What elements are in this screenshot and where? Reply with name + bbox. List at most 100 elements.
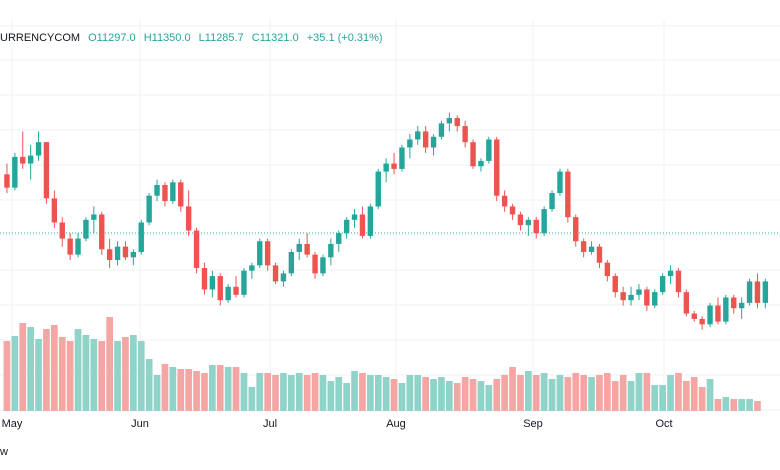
high-value: H11350.0 bbox=[143, 32, 191, 44]
x-tick-label: Jul bbox=[263, 418, 277, 430]
volume-bar bbox=[90, 339, 98, 411]
candle bbox=[588, 241, 595, 255]
candle bbox=[257, 238, 263, 269]
candle bbox=[296, 238, 302, 260]
candle bbox=[217, 273, 223, 306]
candle bbox=[27, 144, 34, 180]
candle bbox=[612, 273, 618, 298]
candle-body bbox=[415, 131, 421, 140]
volume-bar bbox=[730, 399, 738, 411]
candle-body bbox=[446, 118, 453, 124]
candle-body bbox=[636, 289, 642, 295]
volume-bar bbox=[548, 379, 556, 411]
candle bbox=[715, 297, 721, 325]
candle-body bbox=[715, 305, 721, 322]
candle bbox=[35, 131, 42, 161]
candle-body bbox=[51, 198, 58, 223]
candle-body bbox=[217, 276, 223, 301]
candle-body bbox=[557, 171, 563, 194]
candle-body bbox=[422, 131, 429, 148]
candle-body bbox=[249, 265, 255, 271]
volume-bar bbox=[240, 373, 248, 411]
candle bbox=[399, 144, 405, 172]
candle bbox=[343, 217, 350, 239]
volume-bar bbox=[540, 373, 548, 411]
candle-body bbox=[383, 163, 389, 172]
volume-bar bbox=[27, 327, 34, 411]
candle bbox=[620, 286, 626, 306]
candle bbox=[478, 158, 484, 172]
volume-bar bbox=[82, 335, 90, 411]
volume-bar bbox=[580, 375, 587, 411]
candle bbox=[75, 233, 81, 258]
volume-bar bbox=[335, 377, 343, 411]
candle bbox=[659, 273, 666, 295]
volume-bar bbox=[201, 373, 208, 411]
candle-body bbox=[146, 195, 152, 223]
candle-body bbox=[659, 276, 666, 293]
candle bbox=[486, 136, 492, 164]
x-tick-label: Oct bbox=[655, 418, 672, 430]
candle-body bbox=[565, 171, 571, 218]
footer-label: w bbox=[0, 446, 8, 458]
candle-body bbox=[320, 257, 326, 274]
candle-body bbox=[83, 219, 89, 239]
volume-bar bbox=[11, 336, 19, 411]
candle bbox=[114, 241, 121, 266]
volume-bar bbox=[588, 377, 595, 411]
volume-bar bbox=[517, 375, 524, 411]
volume-bar bbox=[114, 341, 121, 411]
volume-bar bbox=[493, 379, 501, 411]
candle-body bbox=[746, 281, 753, 303]
candle-body bbox=[75, 238, 81, 255]
volume-bar bbox=[43, 329, 50, 411]
candle bbox=[154, 179, 160, 202]
volume-bar bbox=[145, 359, 153, 411]
volume-bar bbox=[635, 373, 643, 411]
candle-body bbox=[573, 217, 579, 242]
candle-body bbox=[683, 292, 690, 314]
candle-body bbox=[257, 241, 263, 266]
candle-body bbox=[106, 249, 113, 260]
candle bbox=[359, 206, 366, 239]
symbol-label[interactable]: URRENCYCOM bbox=[0, 32, 81, 44]
candle bbox=[533, 217, 539, 239]
volume-bar bbox=[137, 341, 145, 411]
candle-body bbox=[596, 246, 603, 263]
volume-bar bbox=[367, 375, 374, 411]
volume-bar bbox=[272, 375, 279, 411]
candle-body bbox=[138, 222, 144, 252]
candle-body bbox=[304, 243, 310, 255]
volume-bar bbox=[422, 377, 429, 411]
candle-body bbox=[12, 156, 18, 188]
candle-body bbox=[27, 155, 34, 164]
candle bbox=[288, 249, 295, 277]
volume-bar bbox=[525, 371, 532, 411]
candle bbox=[462, 120, 468, 148]
volume-bar bbox=[382, 377, 390, 411]
volume-bar bbox=[224, 367, 232, 411]
candle bbox=[209, 270, 216, 298]
candle bbox=[264, 238, 271, 271]
volume-bar bbox=[714, 399, 722, 411]
candle bbox=[541, 206, 547, 236]
volume-bar bbox=[98, 341, 106, 411]
candle bbox=[573, 214, 579, 247]
candle-body bbox=[122, 246, 129, 258]
candle-body bbox=[486, 139, 492, 161]
candle bbox=[130, 249, 137, 266]
candle bbox=[59, 217, 65, 247]
candle-body bbox=[114, 246, 121, 260]
candle-body bbox=[241, 270, 247, 295]
candle bbox=[51, 190, 58, 228]
candle bbox=[430, 134, 437, 156]
candle bbox=[738, 297, 745, 319]
volume-bar bbox=[169, 367, 177, 411]
volume-bar bbox=[556, 375, 564, 411]
candle bbox=[596, 243, 603, 269]
candle-body bbox=[731, 297, 737, 309]
volume-bar bbox=[58, 337, 66, 411]
volume-bar bbox=[106, 317, 113, 411]
